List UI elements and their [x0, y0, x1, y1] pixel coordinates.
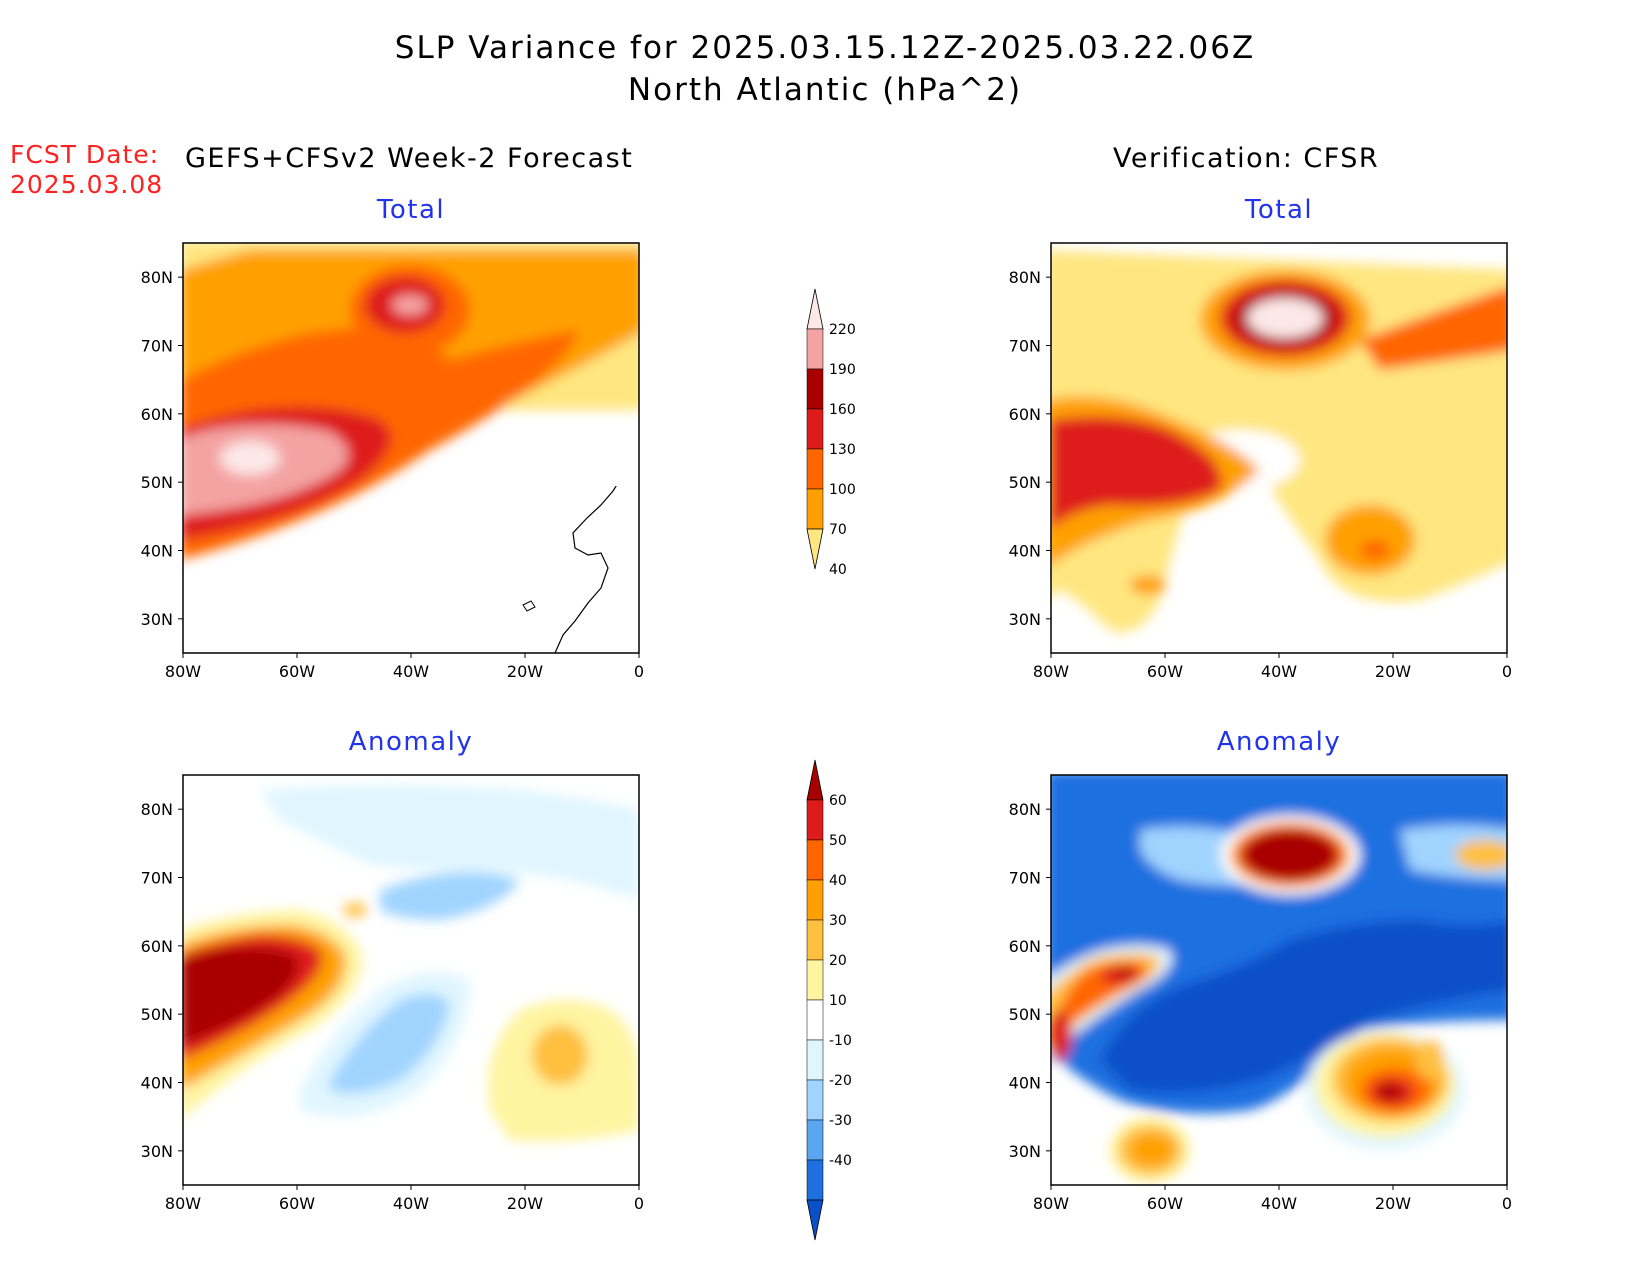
lat-tick-label: 40N	[141, 1074, 173, 1093]
anomaly-colorbar-label: -20	[829, 1073, 852, 1089]
lon-tick-label: 40W	[1261, 662, 1297, 681]
total-colorbar-label: 40	[829, 562, 847, 578]
lon-tick-label: 20W	[1375, 1194, 1411, 1213]
forecast-date-label: FCST Date:	[10, 140, 160, 169]
lat-tick-label: 50N	[141, 1005, 173, 1024]
forecast-date-value: 2025.03.08	[10, 170, 164, 199]
total-colorbar-label: 130	[829, 442, 856, 458]
lon-tick-label: 60W	[279, 1194, 315, 1213]
verification-anomaly-map	[1050, 774, 1508, 1186]
lat-tick-label: 80N	[1009, 268, 1041, 287]
total-colorbar-label: 220	[829, 322, 856, 338]
lat-tick-label: 40N	[1009, 542, 1041, 561]
lon-tick-label: 80W	[165, 662, 201, 681]
lon-tick-label: 40W	[393, 1194, 429, 1213]
lon-tick-label: 40W	[1261, 1194, 1297, 1213]
total-colorbar: 220 190 160 130 100 70 40	[806, 288, 856, 578]
lat-tick-label: 80N	[141, 800, 173, 819]
total-colorbar-top-arrow	[806, 288, 824, 330]
anomaly-colorbar-label: 30	[829, 913, 847, 929]
total-colorbar-swatch	[806, 408, 824, 450]
lon-tick-label: 80W	[1033, 662, 1069, 681]
lat-tick-label: 50N	[141, 473, 173, 492]
anomaly-colorbar-label: -30	[829, 1113, 852, 1129]
anomaly-colorbar-swatch	[806, 1159, 824, 1201]
lon-tick-label: 60W	[1147, 662, 1183, 681]
anomaly-colorbar-bottom-arrow	[806, 1199, 824, 1241]
anomaly-colorbar-swatch	[806, 1039, 824, 1081]
lat-tick-label: 30N	[141, 610, 173, 629]
verification-anomaly-title: Anomaly	[1216, 727, 1342, 757]
lat-tick-label: 70N	[141, 337, 173, 356]
lon-tick-label: 20W	[1375, 662, 1411, 681]
lon-tick-label: 60W	[1147, 1194, 1183, 1213]
lon-tick-label: 0	[1502, 1194, 1512, 1213]
lat-tick-label: 80N	[1009, 800, 1041, 819]
total-colorbar-swatch	[806, 328, 824, 370]
verification-total-title: Total	[1244, 195, 1314, 225]
total-colorbar-swatch	[806, 448, 824, 490]
total-colorbar-label: 100	[829, 482, 856, 498]
lon-tick-label: 0	[634, 1194, 644, 1213]
lat-tick-label: 70N	[1009, 869, 1041, 888]
total-colorbar-label: 160	[829, 402, 856, 418]
colorbars: 220 190 160 130 100 70 40 60 50 40 30 20 10 -10 -20 -30…	[806, 288, 856, 1241]
lat-tick-label: 40N	[1009, 1074, 1041, 1093]
map-title: SLP Variance for 2025.03.15.12Z-2025.03.…	[394, 30, 1256, 66]
total-colorbar-swatch	[806, 488, 824, 530]
lat-tick-label: 70N	[141, 869, 173, 888]
lon-tick-label: 0	[634, 662, 644, 681]
anomaly-colorbar: 60 50 40 30 20 10 -10 -20 -30 -40	[806, 759, 852, 1241]
anomaly-colorbar-top-arrow	[806, 759, 824, 801]
lat-tick-label: 70N	[1009, 337, 1041, 356]
anomaly-colorbar-swatch	[806, 959, 824, 1001]
anomaly-colorbar-swatch	[806, 839, 824, 881]
verification-column-header: Verification: CFSR	[1113, 143, 1380, 174]
total-colorbar-bottom-arrow	[806, 528, 824, 570]
axis-labels: 80N 70N 60N 50N 40N 30N 80W 60W 40W 20W 0 80N 70N 60N…	[141, 268, 1512, 1213]
forecast-total-title: Total	[376, 195, 446, 225]
total-colorbar-swatch	[806, 368, 824, 410]
anomaly-colorbar-label: 50	[829, 833, 847, 849]
anomaly-colorbar-label: 40	[829, 873, 847, 889]
lat-tick-label: 60N	[141, 937, 173, 956]
anomaly-colorbar-label: -10	[829, 1033, 852, 1049]
anomaly-colorbar-swatch	[806, 919, 824, 961]
lon-tick-label: 0	[1502, 662, 1512, 681]
map-subtitle: North Atlantic (hPa^2)	[627, 72, 1023, 108]
anomaly-colorbar-swatch	[806, 879, 824, 921]
lat-tick-label: 50N	[1009, 1005, 1041, 1024]
forecast-total-map	[182, 242, 640, 654]
lon-tick-label: 20W	[507, 662, 543, 681]
anomaly-colorbar-label: 20	[829, 953, 847, 969]
lon-tick-label: 60W	[279, 662, 315, 681]
forecast-column-header: GEFS+CFSv2 Week-2 Forecast	[185, 143, 634, 174]
anomaly-colorbar-swatch	[806, 1079, 824, 1121]
anomaly-colorbar-label: 10	[829, 993, 847, 1009]
lat-tick-label: 60N	[141, 405, 173, 424]
lat-tick-label: 30N	[141, 1142, 173, 1161]
lat-tick-label: 80N	[141, 268, 173, 287]
anomaly-colorbar-swatch	[806, 999, 824, 1041]
lat-tick-label: 60N	[1009, 405, 1041, 424]
lat-tick-label: 30N	[1009, 1142, 1041, 1161]
lon-tick-label: 40W	[393, 662, 429, 681]
lat-tick-label: 50N	[1009, 473, 1041, 492]
total-colorbar-label: 70	[829, 522, 847, 538]
lon-tick-label: 20W	[507, 1194, 543, 1213]
forecast-anomaly-map	[182, 774, 640, 1186]
forecast-anomaly-title: Anomaly	[348, 727, 474, 757]
lon-tick-label: 80W	[165, 1194, 201, 1213]
anomaly-colorbar-label: 60	[829, 793, 847, 809]
lat-tick-label: 60N	[1009, 937, 1041, 956]
lat-tick-label: 40N	[141, 542, 173, 561]
lon-tick-label: 80W	[1033, 1194, 1069, 1213]
lat-tick-label: 30N	[1009, 610, 1041, 629]
anomaly-colorbar-label: -40	[829, 1153, 852, 1169]
anomaly-colorbar-swatch	[806, 799, 824, 841]
anomaly-colorbar-swatch	[806, 1119, 824, 1161]
total-colorbar-label: 190	[829, 362, 856, 378]
verification-total-map	[1050, 242, 1508, 654]
